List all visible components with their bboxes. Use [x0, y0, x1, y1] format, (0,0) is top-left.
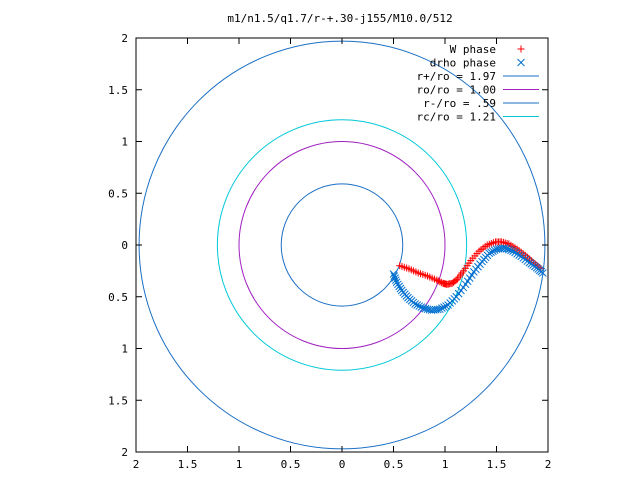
drho-phase-point — [395, 282, 404, 291]
y-tick-label: 2 — [121, 446, 128, 459]
y-tick-label: 1.5 — [108, 394, 128, 407]
drho-phase-point — [485, 249, 494, 258]
y-tick-label: 1 — [121, 136, 128, 149]
drho-phase-point — [452, 292, 461, 301]
drho-phase-point — [389, 270, 398, 278]
drho-phase-point — [392, 278, 401, 287]
drho-phase-point — [515, 251, 524, 259]
drho-phase-point — [454, 289, 463, 298]
legend-entry: ro/ro = 1.00 — [417, 84, 539, 97]
x-tick-label: 0.5 — [384, 458, 404, 471]
x-tick-label: 2 — [545, 458, 552, 471]
drho-phase-point — [438, 304, 446, 312]
y-tick-label: 2 — [121, 32, 128, 45]
legend-label: rc/ro = 1.21 — [417, 111, 496, 124]
drho-phase-point — [502, 245, 511, 253]
legend-label: r-/ro = .59 — [423, 97, 496, 110]
y-tick-label: 0.5 — [108, 187, 128, 200]
drho-phase-point — [489, 247, 497, 256]
chart-title: m1/n1.5/q1.7/r-+.30-j155/M10.0/512 — [227, 12, 452, 25]
legend-entry: r+/ro = 1.97 — [417, 70, 539, 83]
y-tick-label: 1.5 — [108, 84, 128, 97]
drho-phase-point — [433, 305, 442, 314]
y-tick-label: 0.5 — [108, 291, 128, 304]
drho-phase-point — [505, 245, 513, 254]
circle-4 — [280, 183, 404, 307]
drho-phase-point — [396, 284, 405, 293]
circle-3 — [238, 141, 446, 349]
legend-label: drho phase — [430, 57, 496, 70]
drho-phase-point — [394, 280, 402, 289]
drho-phase-point — [391, 276, 400, 285]
x-tick-label: 0 — [339, 458, 346, 471]
drho-phase-point — [442, 302, 450, 310]
x-tick-label: 1 — [442, 458, 449, 471]
drho-phase-point — [413, 301, 422, 309]
x-tick-label: 0.5 — [281, 458, 301, 471]
drho-phase-point — [507, 246, 515, 255]
legend-label: r+/ro = 1.97 — [417, 70, 496, 83]
drho-phase-point — [417, 303, 426, 311]
x-tick-label: 2 — [133, 458, 140, 471]
drho-phase-point — [500, 244, 509, 252]
w-phase-point — [433, 276, 441, 284]
w-phase-point — [498, 238, 506, 246]
x-tick-label: 1.5 — [487, 458, 507, 471]
drho-phase-point — [487, 248, 495, 257]
drho-phase-point — [440, 303, 448, 311]
drho-phase-point — [415, 302, 424, 310]
x-tick-label: 1 — [236, 458, 243, 471]
drho-phase-point — [511, 248, 519, 257]
drho-phase-point — [457, 286, 465, 295]
drho-phase-point — [435, 305, 444, 314]
legend-entry: rc/ro = 1.21 — [417, 111, 539, 124]
legend-label: W phase — [450, 43, 496, 56]
drho-phase-point — [390, 272, 399, 280]
legend-entry: drho phase — [430, 57, 525, 70]
drho-phase-point — [391, 274, 399, 282]
legend-entry: W phase — [450, 43, 525, 56]
drho-phase-point — [411, 300, 419, 308]
w-phase-point — [499, 238, 507, 246]
x-tick-label: 1.5 — [178, 458, 198, 471]
legend-label: ro/ro = 1.00 — [417, 84, 496, 97]
legend-entry: r-/ro = .59 — [423, 97, 539, 110]
y-tick-label: 1 — [121, 343, 128, 356]
w-phase-point — [436, 278, 444, 286]
circle-5 — [216, 119, 468, 371]
drho-phase-point — [509, 247, 517, 256]
y-tick-label: 0 — [121, 239, 128, 252]
drho-phase-point — [459, 283, 468, 292]
drho-phase-point — [513, 249, 521, 258]
w-phase-point — [434, 277, 442, 285]
points-layer — [389, 238, 547, 315]
drho-phase-point — [538, 269, 547, 277]
ticks-layer: 2 1.5 1 0.5 0 0.5 1 1.5 221.510.500.511.52 — [108, 32, 551, 471]
